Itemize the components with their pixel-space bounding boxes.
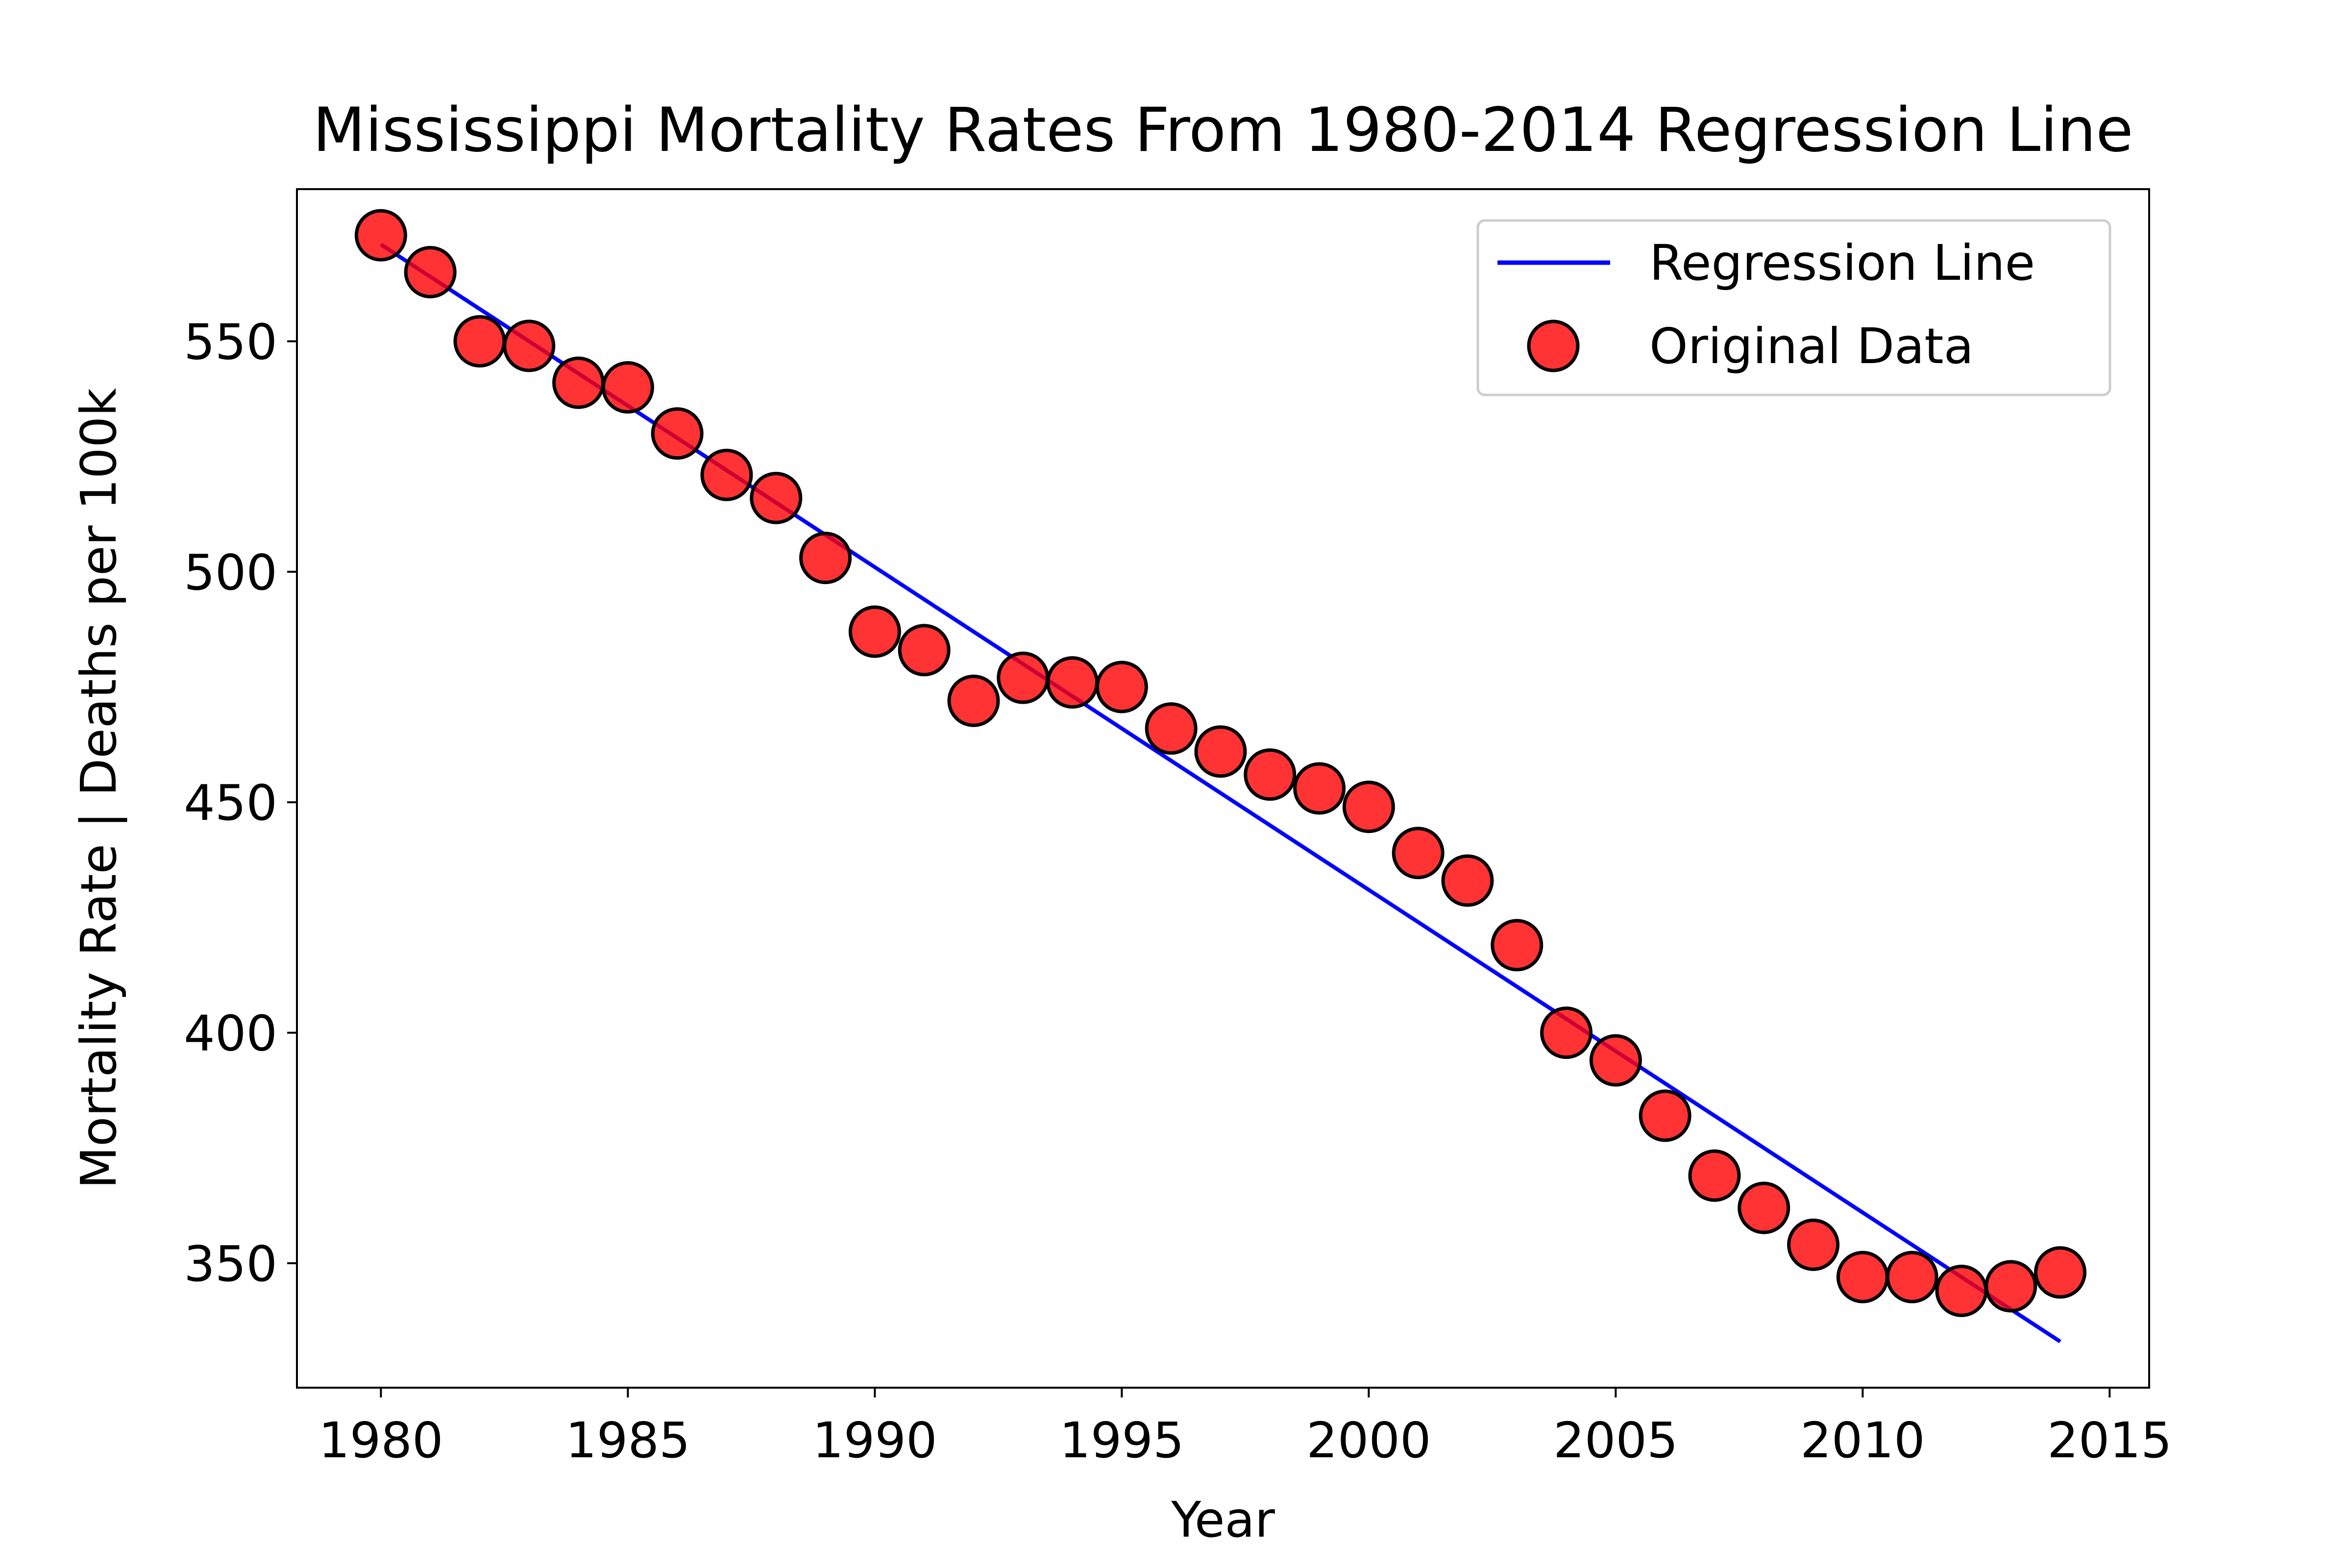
x-tick-label: 1980: [318, 1412, 443, 1469]
chart-title: Mississippi Mortality Rates From 1980-20…: [313, 95, 2133, 166]
data-point: [1145, 702, 1198, 755]
y-tick-label: 350: [184, 1235, 277, 1293]
data-point: [601, 361, 654, 414]
data-point: [1589, 1034, 1642, 1087]
x-tick-label: 2010: [1800, 1412, 1925, 1469]
legend-regression-line-label: Regression Line: [1649, 234, 2035, 292]
y-tick-label: 400: [184, 1005, 277, 1062]
legend-original-data-marker: [1527, 319, 1580, 372]
data-point: [354, 209, 407, 262]
data-point: [1392, 827, 1445, 880]
x-tick-label: 1990: [812, 1412, 937, 1469]
y-tick-label: 550: [184, 313, 277, 370]
data-point: [799, 532, 852, 585]
data-point: [700, 448, 753, 501]
data-point: [1194, 725, 1247, 778]
data-points-layer: [354, 209, 2087, 1317]
data-point: [1293, 762, 1346, 815]
data-point: [404, 245, 457, 298]
legend-original-data-label: Original Data: [1649, 318, 1974, 375]
x-tick-label: 2015: [2047, 1412, 2172, 1469]
data-point: [1984, 1260, 2037, 1313]
data-point: [1639, 1089, 1691, 1142]
data-point: [947, 674, 1000, 727]
data-point: [503, 319, 556, 372]
data-point: [1095, 661, 1148, 713]
legend-box: [1476, 219, 2111, 396]
data-point: [1836, 1250, 1889, 1303]
legend: Regression Line Original Data: [1476, 219, 2111, 396]
y-tick-label: 500: [184, 544, 277, 601]
data-point: [651, 407, 704, 460]
data-point: [453, 315, 506, 368]
data-point: [848, 605, 901, 658]
x-tick-label: 1985: [565, 1412, 690, 1469]
x-tick-label: 2005: [1553, 1412, 1678, 1469]
plot-frame: [296, 188, 2150, 1389]
data-point: [1935, 1264, 1988, 1317]
x-tick-label: 1995: [1059, 1412, 1184, 1469]
data-point: [997, 651, 1050, 704]
x-axis-ticks: 1980 1985 1990 1995 2000 2005 2010 2015: [318, 1388, 2172, 1469]
data-point: [1491, 919, 1544, 972]
plot-area: [296, 188, 2150, 1389]
data-point: [750, 471, 803, 524]
y-axis-ticks: 350 400 450 500 550: [184, 313, 297, 1293]
y-tick-label: 450: [184, 774, 277, 832]
data-point: [898, 624, 951, 677]
x-axis-label: Year: [1171, 1491, 1275, 1548]
data-point: [2034, 1246, 2087, 1299]
data-point: [1540, 1006, 1593, 1059]
data-point: [1342, 781, 1395, 833]
x-tick-label: 2000: [1306, 1412, 1431, 1469]
data-point: [1244, 748, 1297, 801]
data-point: [552, 356, 605, 409]
data-point: [1441, 854, 1494, 907]
data-point: [1886, 1250, 1938, 1303]
y-axis-label: Mortality Rate | Deaths per 100k: [70, 388, 127, 1189]
data-point: [1688, 1149, 1741, 1202]
data-point: [1046, 656, 1099, 709]
data-point: [1787, 1218, 1840, 1271]
data-point: [1738, 1181, 1790, 1234]
